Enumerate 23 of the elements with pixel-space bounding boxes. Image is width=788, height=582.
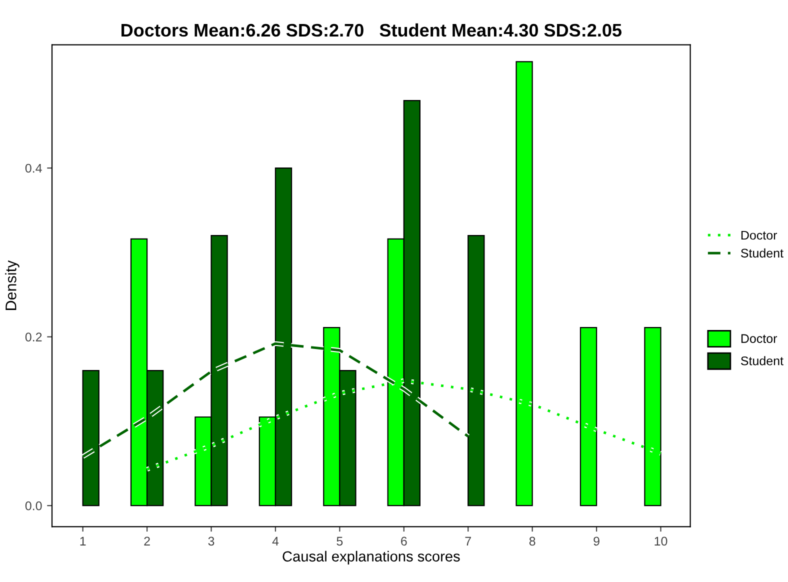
legend-label: Doctor bbox=[741, 334, 778, 343]
x-tick-label: 7 bbox=[465, 536, 471, 546]
x-tick-label: 2 bbox=[144, 536, 150, 546]
x-tick-label: 9 bbox=[594, 536, 600, 546]
x-tick-label: 6 bbox=[401, 536, 407, 546]
x-tick-label: 10 bbox=[654, 536, 668, 546]
legend-label: Student bbox=[740, 248, 784, 258]
bar bbox=[644, 326, 662, 506]
x-tick-label: 4 bbox=[272, 536, 279, 546]
legend-label: Doctor bbox=[741, 230, 778, 240]
y-axis-title: Density bbox=[5, 260, 20, 310]
bar bbox=[580, 326, 598, 506]
legend-label: Student bbox=[740, 356, 784, 366]
x-axis-title: Causal explanations scores bbox=[282, 550, 460, 564]
x-tick-label: 3 bbox=[208, 536, 214, 546]
bar bbox=[516, 61, 533, 506]
x-tick-label: 5 bbox=[336, 536, 343, 546]
chart-title: Doctors Mean:6.26 SDS:2.70 Student Mean:4.30 SDS:2.05 bbox=[122, 23, 622, 37]
x-tick-label: 1 bbox=[80, 536, 86, 546]
y-tick-label: 0.0 bbox=[25, 501, 42, 510]
x-tick-label: 8 bbox=[529, 536, 536, 546]
y-tick-label: 0.2 bbox=[25, 332, 42, 342]
y-tick-label: 0.4 bbox=[25, 164, 42, 173]
